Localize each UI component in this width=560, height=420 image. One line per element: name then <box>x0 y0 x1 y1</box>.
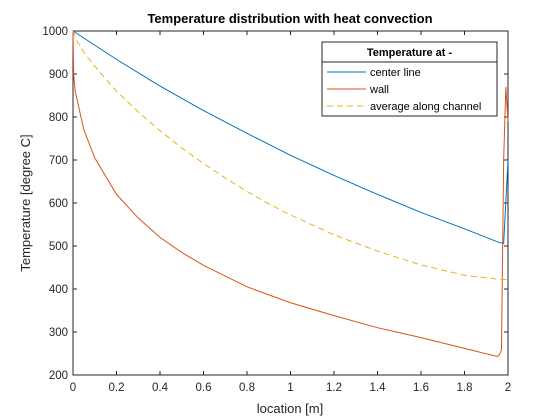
y-tick-label: 1000 <box>42 26 68 38</box>
series-line-average-along-channel <box>72 30 508 281</box>
chart-title: Temperature distribution with heat conve… <box>147 11 432 26</box>
legend-box <box>321 41 498 117</box>
y-axis-label: Temperature [degree C] <box>18 134 33 271</box>
y-tick-label: 900 <box>49 69 68 81</box>
y-tick-label: 400 <box>49 284 68 296</box>
x-tick-label: 1.4 <box>370 382 387 394</box>
x-tick-label: 0.6 <box>196 382 212 394</box>
x-tick-label: 0.4 <box>152 382 169 394</box>
y-tick-label: 600 <box>49 198 68 210</box>
y-tick-label: 800 <box>49 112 68 124</box>
x-tick-label: 1.6 <box>413 382 429 394</box>
series-line-center-line <box>72 30 509 245</box>
ticks-layer: 0 0.2 0.4 0.6 0.8 1 1.2 1.4 1.6 1.8 2 200 300 400 500 6… <box>42 26 511 394</box>
y-tick-label: 200 <box>49 370 68 382</box>
y-tick-label: 700 <box>49 155 68 167</box>
x-axis-label: location [m] <box>257 401 323 416</box>
legend: Temperature at - center line wall averag… <box>321 41 498 117</box>
x-tick-label: 1.2 <box>326 382 342 394</box>
series-layer <box>72 30 509 358</box>
x-tick-label: 1 <box>287 382 293 394</box>
legend-entry-wall: wall <box>369 84 389 96</box>
x-tick-label: 1.8 <box>457 382 473 394</box>
x-tick-label: 0.2 <box>109 382 125 394</box>
x-tick-label: 0.8 <box>239 382 255 394</box>
x-tick-label: 0 <box>70 382 76 394</box>
x-tick-label: 2 <box>505 382 511 394</box>
legend-title: Temperature at - <box>367 47 453 59</box>
legend-entry-average: average along channel <box>370 101 481 113</box>
legend-entry-center-line: center line <box>370 67 421 79</box>
series-line-wall <box>72 30 509 358</box>
y-tick-label: 300 <box>49 327 68 339</box>
y-tick-label: 500 <box>49 241 68 253</box>
